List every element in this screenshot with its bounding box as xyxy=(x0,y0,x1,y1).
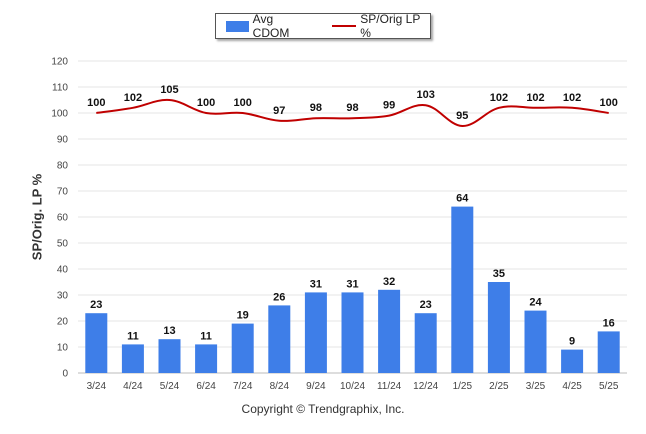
x-tick-label: 8/24 xyxy=(270,381,290,392)
x-tick-label: 11/24 xyxy=(377,381,402,392)
legend-bar-swatch xyxy=(226,20,249,32)
y-tick-label: 30 xyxy=(57,291,69,302)
bar-value-label: 24 xyxy=(529,297,542,309)
line-value-label: 98 xyxy=(310,102,322,114)
bar-5/25 xyxy=(597,331,620,373)
bar-value-label: 9 xyxy=(569,336,575,348)
bar-3/24 xyxy=(85,313,108,373)
x-axis-ticks: 3/24 4/24 5/24 6/24 7/24 8/24 9/24 10/24 11/24 12… xyxy=(87,381,619,392)
x-tick-label: 2/25 xyxy=(489,381,509,392)
legend-item-line[interactable]: SP/Orig LP % xyxy=(331,12,430,40)
bar-2/25 xyxy=(487,282,510,373)
line-value-label: 95 xyxy=(456,110,468,122)
bar-8/24 xyxy=(268,305,291,373)
y-tick-label: 70 xyxy=(57,187,69,198)
x-tick-label: 3/25 xyxy=(526,381,546,392)
legend-line-label: SP/Orig LP % xyxy=(360,12,421,40)
line-value-label: 100 xyxy=(600,97,618,109)
y-tick-label: 20 xyxy=(57,317,69,328)
bar-10/24 xyxy=(341,292,364,373)
bar-11/24 xyxy=(378,289,401,373)
bar-value-label: 64 xyxy=(456,193,469,205)
gridlines xyxy=(78,60,627,374)
x-tick-label: 4/24 xyxy=(123,381,143,392)
bar-3/25 xyxy=(524,310,547,373)
copyright-credit: Copyright © Trendgraphix, Inc. xyxy=(241,402,405,416)
x-tick-label: 5/24 xyxy=(160,381,180,392)
y-tick-label: 80 xyxy=(57,161,69,172)
bar-data-labels: 23 11 13 11 19 26 31 31 32 23 64 35 24 9 16 xyxy=(90,193,615,348)
bar-value-label: 23 xyxy=(90,299,102,311)
bar-value-label: 26 xyxy=(273,291,285,303)
bar-value-label: 11 xyxy=(127,330,139,342)
y-tick-label: 50 xyxy=(57,239,69,250)
line-value-label: 99 xyxy=(383,100,395,112)
line-value-label: 102 xyxy=(124,92,142,104)
x-tick-label: 10/24 xyxy=(340,381,365,392)
bar-5/24 xyxy=(158,339,181,373)
x-tick-label: 9/24 xyxy=(306,381,326,392)
bar-value-label: 23 xyxy=(420,299,432,311)
legend: Avg CDOM SP/Orig LP % xyxy=(215,12,431,40)
line-data-labels: 100 102 105 100 100 97 98 98 99 103 95 102 102 102 100 xyxy=(87,84,618,122)
y-axis-ticks: 0 10 20 30 40 50 60 70 80 90 100 110 120 xyxy=(51,57,68,380)
y-tick-label: 110 xyxy=(52,83,68,94)
line-series xyxy=(96,98,609,128)
x-tick-label: 12/24 xyxy=(413,381,438,392)
bar-series xyxy=(85,206,620,373)
bar-1/25 xyxy=(451,206,474,373)
y-tick-label: 40 xyxy=(57,265,69,276)
line-value-label: 100 xyxy=(234,97,252,109)
bar-value-label: 11 xyxy=(200,330,212,342)
bar-7/24 xyxy=(231,323,254,373)
bar-value-label: 16 xyxy=(603,317,615,329)
y-tick-label: 120 xyxy=(51,57,68,68)
x-tick-label: 6/24 xyxy=(196,381,216,392)
legend-line-swatch xyxy=(331,25,357,27)
sp-orig-lp-line xyxy=(96,98,609,128)
legend-bar-label: Avg CDOM xyxy=(252,12,290,40)
bar-4/25 xyxy=(561,349,584,373)
bar-9/24 xyxy=(304,292,327,373)
legend-item-bar[interactable]: Avg CDOM xyxy=(226,12,310,40)
bar-value-label: 31 xyxy=(346,278,358,290)
y-tick-label: 60 xyxy=(57,213,69,224)
y-tick-label: 100 xyxy=(51,109,68,120)
x-tick-label: 1/25 xyxy=(453,381,473,392)
bar-4/24 xyxy=(121,344,144,373)
x-tick-label: 3/24 xyxy=(87,381,107,392)
bar-12/24 xyxy=(414,313,437,373)
bar-value-label: 31 xyxy=(310,278,322,290)
line-value-label: 100 xyxy=(197,97,215,109)
y-axis-label: SP/Orig. LP % xyxy=(29,173,45,261)
line-value-label: 102 xyxy=(490,92,508,104)
x-tick-label: 4/25 xyxy=(562,381,582,392)
line-value-label: 103 xyxy=(417,89,435,101)
line-value-label: 98 xyxy=(346,102,358,114)
line-value-label: 102 xyxy=(526,92,544,104)
bar-6/24 xyxy=(195,344,218,373)
y-tick-label: 10 xyxy=(57,343,69,354)
line-value-label: 102 xyxy=(563,92,581,104)
line-value-label: 100 xyxy=(87,97,105,109)
bar-value-label: 13 xyxy=(163,325,175,337)
x-tick-label: 7/24 xyxy=(233,381,253,392)
x-tick-label: 5/25 xyxy=(599,381,619,392)
bar-value-label: 19 xyxy=(237,310,249,322)
bar-value-label: 35 xyxy=(493,268,505,280)
y-tick-label: 90 xyxy=(57,135,69,146)
line-value-label: 97 xyxy=(273,105,285,117)
y-tick-label: 0 xyxy=(62,369,68,380)
bar-value-label: 32 xyxy=(383,276,395,288)
line-value-label: 105 xyxy=(160,84,178,96)
